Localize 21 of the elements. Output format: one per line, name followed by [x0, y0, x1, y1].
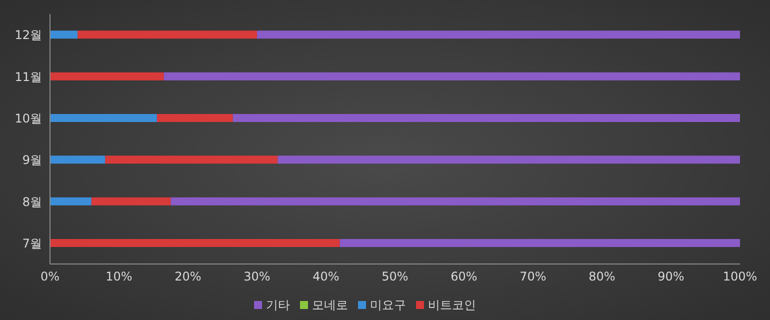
x-tick-label: 40%	[312, 270, 340, 284]
x-tick-label: 60%	[450, 270, 478, 284]
legend-label: 기타	[266, 298, 290, 312]
y-tick-label: 9월	[22, 153, 42, 168]
x-tick-label: 90%	[658, 270, 684, 284]
x-tick-label: 10%	[106, 270, 132, 284]
y-tick-label: 11월	[14, 70, 42, 84]
x-tick-label: 30%	[244, 270, 270, 284]
legend-label: 미요구	[370, 298, 406, 312]
y-tick-label: 7월	[22, 236, 42, 250]
legend-label: 모네로	[312, 298, 348, 312]
x-tick-label: 0%	[40, 270, 60, 284]
x-tick-label: 50%	[382, 270, 408, 284]
x-tick-label: 80%	[588, 270, 616, 284]
y-tick-label: 10월	[14, 111, 42, 126]
x-tick-label: 100%	[722, 270, 758, 284]
y-tick-label: 12월	[14, 28, 42, 42]
legend-label: 비트코인	[428, 298, 476, 312]
x-tick-label: 20%	[174, 270, 202, 284]
x-tick-label: 70%	[520, 270, 546, 284]
y-tick-label: 8월	[22, 194, 42, 209]
